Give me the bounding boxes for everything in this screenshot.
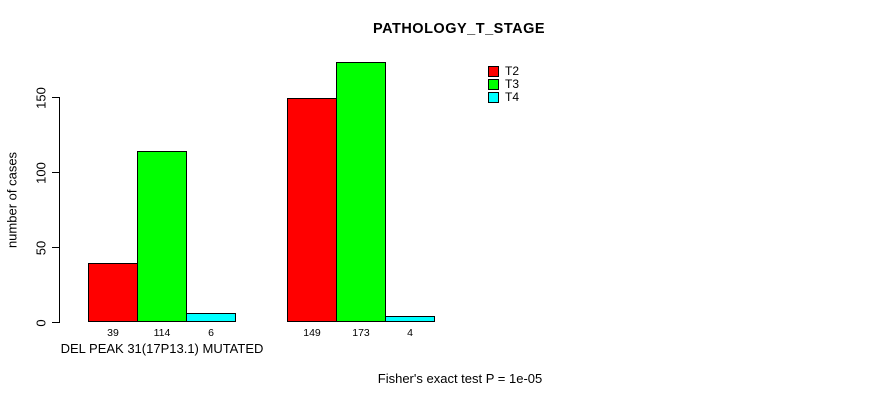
legend-item-t3: T3 bbox=[488, 78, 519, 90]
legend-item-t2: T2 bbox=[488, 65, 519, 77]
bar-t3-group1 bbox=[137, 151, 187, 322]
bar-value-label: 173 bbox=[352, 327, 370, 339]
bar-value-label: 114 bbox=[153, 327, 171, 339]
y-tick-label: 150 bbox=[33, 86, 49, 109]
bar-value-label: 39 bbox=[107, 327, 119, 339]
y-tick bbox=[52, 322, 60, 323]
legend-label-t2: T2 bbox=[505, 64, 520, 78]
bar-t3-group2 bbox=[336, 62, 386, 322]
y-axis-line bbox=[59, 97, 60, 323]
bar-t2-group2 bbox=[287, 98, 337, 322]
bar-t4-group2 bbox=[385, 316, 435, 322]
legend-swatch-t3 bbox=[488, 78, 499, 90]
y-tick bbox=[52, 97, 60, 98]
legend: T2 T3 T4 bbox=[488, 65, 519, 104]
bar-value-label: 6 bbox=[208, 327, 214, 339]
y-tick-label: 50 bbox=[33, 240, 49, 255]
y-tick bbox=[52, 172, 60, 173]
y-tick-label: 100 bbox=[33, 161, 49, 184]
stat-annotation: Fisher's exact test P = 1e-05 bbox=[377, 371, 543, 386]
legend-swatch-t4 bbox=[488, 91, 499, 103]
x-category-label: DEL PEAK 31(17P13.1) MUTATED bbox=[60, 341, 264, 356]
bar-t2-group1 bbox=[88, 263, 138, 322]
legend-label-t3: T3 bbox=[505, 77, 520, 91]
bar-value-label: 4 bbox=[407, 327, 413, 339]
y-tick bbox=[52, 247, 60, 248]
legend-swatch-t2 bbox=[488, 65, 499, 77]
legend-label-t4: T4 bbox=[505, 90, 520, 104]
y-tick-label: 0 bbox=[33, 318, 49, 327]
bar-t4-group1 bbox=[186, 313, 236, 322]
legend-item-t4: T4 bbox=[488, 91, 519, 103]
chart-title: PATHOLOGY_T_STAGE bbox=[372, 21, 546, 37]
bar-value-label: 149 bbox=[303, 327, 321, 339]
